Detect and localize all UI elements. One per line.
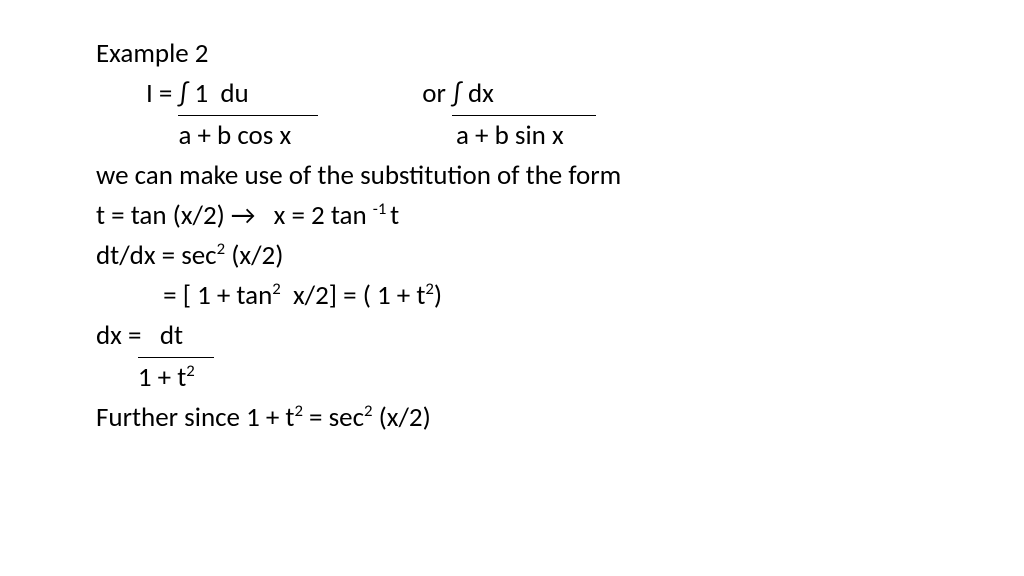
t-sup: -1 <box>373 199 390 219</box>
f-p1: Further since 1 + t <box>96 401 294 434</box>
dtdx-post: (x/2) <box>225 239 283 272</box>
t-post: t <box>390 199 399 232</box>
t-pre: t = tan (x/2) → x = 2 tan <box>96 199 373 232</box>
document-body: Example 2 I = ∫ 1 du a + b cos x or ∫ dx… <box>0 0 1024 438</box>
f-s1: 2 <box>294 401 302 421</box>
eq-p3: ) <box>434 279 442 312</box>
eq-s2: 2 <box>425 279 433 299</box>
frac1-num: ∫ 1 du <box>178 74 248 114</box>
gap1 <box>318 74 422 114</box>
eq-p2: x/2] = ( 1 + t <box>281 279 426 312</box>
sub-note: we can make use of the substitution of t… <box>96 156 1024 196</box>
dx-num: dt <box>138 316 183 356</box>
fraction-2: ∫ dx a + b sin x <box>452 74 596 156</box>
frac2-den: a + b sin x <box>452 115 596 156</box>
integral-line: I = ∫ 1 du a + b cos x or ∫ dx a + b sin… <box>146 74 1024 156</box>
dx-fraction-line: dx = dt 1 + t2 <box>96 316 1024 398</box>
further-line: Further since 1 + t2 = sec2 (x/2) <box>96 398 1024 438</box>
expand-line: = [ 1 + tan2 x/2] = ( 1 + t2) <box>96 276 1024 316</box>
dx-den-pre: 1 + t <box>138 361 186 394</box>
dtdx-sup: 2 <box>217 239 225 259</box>
f-p3: (x/2) <box>373 401 431 434</box>
dx-den-sup: 2 <box>186 361 194 381</box>
eq-s1: 2 <box>272 279 280 299</box>
t-definition: t = tan (x/2) → x = 2 tan -1 t <box>96 196 1024 236</box>
prefix-I: I = <box>146 74 178 114</box>
title-line: Example 2 <box>96 34 1024 74</box>
f-s2: 2 <box>364 401 372 421</box>
frac2-num: ∫ dx <box>452 74 494 114</box>
eq-indent <box>96 279 163 312</box>
dx-den: 1 + t2 <box>138 357 214 398</box>
or-text: or <box>422 74 452 114</box>
frac1-den: a + b cos x <box>178 115 318 156</box>
eq-p1: = [ 1 + tan <box>163 279 272 312</box>
dtdx-pre: dt/dx = sec <box>96 239 217 272</box>
dtdx-line: dt/dx = sec2 (x/2) <box>96 236 1024 276</box>
dx-fraction: dt 1 + t2 <box>138 316 214 398</box>
fraction-1: ∫ 1 du a + b cos x <box>178 74 318 156</box>
f-p2: = sec <box>303 401 364 434</box>
